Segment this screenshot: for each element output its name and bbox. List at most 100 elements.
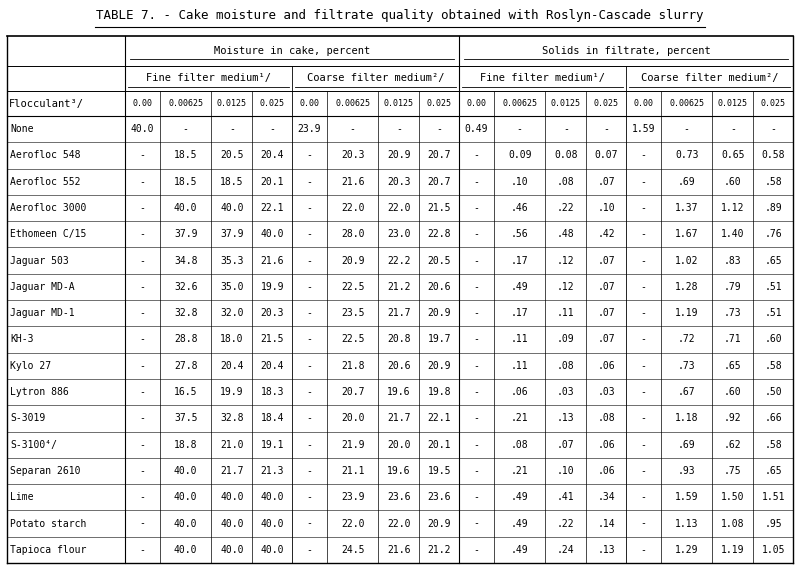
Text: .51: .51 [764, 282, 782, 292]
Text: -: - [641, 177, 646, 187]
Text: 0.00: 0.00 [634, 99, 654, 108]
Text: -: - [139, 492, 146, 502]
Text: 0.09: 0.09 [508, 150, 531, 160]
Text: 19.7: 19.7 [427, 335, 451, 344]
Text: 18.4: 18.4 [260, 413, 284, 423]
Text: -: - [474, 361, 479, 371]
Text: 40.0: 40.0 [260, 545, 284, 555]
Text: .03: .03 [557, 387, 574, 397]
Text: 20.1: 20.1 [427, 440, 451, 450]
Text: -: - [474, 492, 479, 502]
Text: 21.6: 21.6 [341, 177, 364, 187]
Text: 40.0: 40.0 [260, 230, 284, 239]
Text: Ethomeen C/15: Ethomeen C/15 [10, 230, 86, 239]
Text: -: - [641, 440, 646, 450]
Text: .10: .10 [511, 177, 529, 187]
Text: 20.0: 20.0 [387, 440, 410, 450]
Text: .58: .58 [764, 177, 782, 187]
Text: 20.9: 20.9 [387, 150, 410, 160]
Text: .62: .62 [724, 440, 742, 450]
Text: 40.0: 40.0 [220, 492, 244, 502]
Text: 23.9: 23.9 [298, 124, 321, 134]
Text: .12: .12 [557, 282, 574, 292]
Text: .60: .60 [764, 335, 782, 344]
Text: -: - [139, 413, 146, 423]
Text: 18.0: 18.0 [220, 335, 244, 344]
Text: Kylo 27: Kylo 27 [10, 361, 51, 371]
Text: -: - [306, 518, 312, 529]
Text: 0.00: 0.00 [466, 99, 486, 108]
Text: 20.4: 20.4 [260, 361, 284, 371]
Text: .75: .75 [724, 466, 742, 476]
Text: .72: .72 [678, 335, 695, 344]
Text: -: - [641, 492, 646, 502]
Text: .10: .10 [557, 466, 574, 476]
Text: .22: .22 [557, 518, 574, 529]
Text: .76: .76 [764, 230, 782, 239]
Text: 40.0: 40.0 [220, 518, 244, 529]
Text: -: - [641, 387, 646, 397]
Text: .17: .17 [511, 308, 529, 318]
Text: 19.5: 19.5 [427, 466, 451, 476]
Text: -: - [350, 124, 355, 134]
Text: .13: .13 [598, 545, 615, 555]
Text: .73: .73 [724, 308, 742, 318]
Text: 24.5: 24.5 [341, 545, 364, 555]
Text: -: - [306, 177, 312, 187]
Text: S-3019: S-3019 [10, 413, 46, 423]
Text: .07: .07 [598, 335, 615, 344]
Text: 21.9: 21.9 [341, 440, 364, 450]
Text: 20.4: 20.4 [260, 150, 284, 160]
Text: 22.0: 22.0 [387, 203, 410, 213]
Text: -: - [306, 282, 312, 292]
Text: S-3100⁴/: S-3100⁴/ [10, 440, 57, 450]
Text: 28.0: 28.0 [341, 230, 364, 239]
Text: .79: .79 [724, 282, 742, 292]
Text: 40.0: 40.0 [220, 545, 244, 555]
Text: -: - [474, 282, 479, 292]
Text: 22.1: 22.1 [427, 413, 451, 423]
Text: 21.7: 21.7 [220, 466, 244, 476]
Text: .03: .03 [598, 387, 615, 397]
Text: 40.0: 40.0 [174, 518, 198, 529]
Text: 23.9: 23.9 [341, 492, 364, 502]
Text: .07: .07 [598, 177, 615, 187]
Text: 23.5: 23.5 [341, 308, 364, 318]
Text: .11: .11 [557, 308, 574, 318]
Text: 1.51: 1.51 [762, 492, 785, 502]
Text: .12: .12 [557, 256, 574, 266]
Text: -: - [269, 124, 275, 134]
Text: .21: .21 [511, 413, 529, 423]
Text: 20.6: 20.6 [427, 282, 451, 292]
Text: -: - [641, 256, 646, 266]
Text: -: - [474, 150, 479, 160]
Text: 18.5: 18.5 [174, 177, 198, 187]
Text: 19.6: 19.6 [387, 387, 410, 397]
Text: 22.5: 22.5 [341, 335, 364, 344]
Text: -: - [770, 124, 776, 134]
Text: -: - [641, 335, 646, 344]
Text: -: - [436, 124, 442, 134]
Text: Coarse filter medium²/: Coarse filter medium²/ [641, 74, 778, 83]
Text: .08: .08 [557, 361, 574, 371]
Text: .21: .21 [511, 466, 529, 476]
Text: 23.6: 23.6 [427, 492, 451, 502]
Text: -: - [139, 335, 146, 344]
Text: -: - [139, 466, 146, 476]
Text: -: - [182, 124, 189, 134]
Text: 0.025: 0.025 [594, 99, 618, 108]
Text: -: - [641, 413, 646, 423]
Text: -: - [641, 203, 646, 213]
Text: 37.9: 37.9 [220, 230, 244, 239]
Text: 1.05: 1.05 [762, 545, 785, 555]
Text: 21.5: 21.5 [260, 335, 284, 344]
Text: .65: .65 [764, 256, 782, 266]
Text: -: - [139, 177, 146, 187]
Text: .08: .08 [511, 440, 529, 450]
Text: .56: .56 [511, 230, 529, 239]
Text: 1.13: 1.13 [675, 518, 698, 529]
Text: 0.0125: 0.0125 [384, 99, 414, 108]
Text: 32.0: 32.0 [220, 308, 244, 318]
Text: .13: .13 [557, 413, 574, 423]
Text: 20.9: 20.9 [341, 256, 364, 266]
